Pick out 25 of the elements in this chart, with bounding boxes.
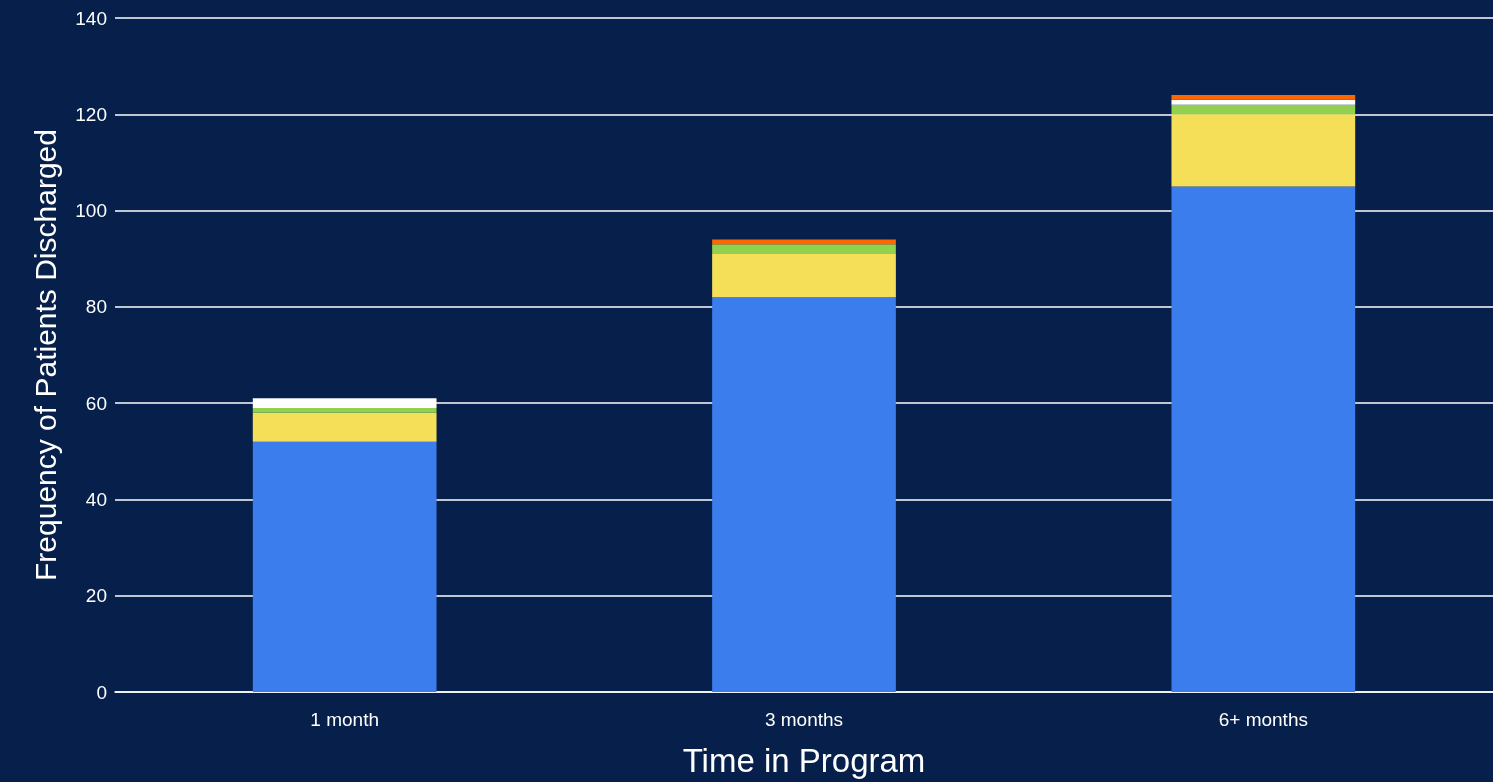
x-tick-label: 6+ months — [1218, 709, 1308, 730]
bar — [252, 407, 437, 413]
y-tick-label: 0 — [96, 681, 107, 703]
y-axis-title: Frequency of Patients Discharged — [28, 129, 62, 581]
y-tick-label: 60 — [85, 392, 107, 414]
x-tick-label: 1 month — [310, 709, 379, 730]
bar — [712, 239, 896, 245]
bar — [1171, 186, 1356, 692]
x-axis-title: Time in Program — [682, 742, 926, 779]
bar — [1171, 114, 1356, 187]
y-tick-label: 100 — [75, 200, 107, 222]
x-tick-label: 3 months — [764, 709, 844, 730]
bar — [252, 412, 437, 442]
bar — [252, 441, 437, 692]
bar — [712, 244, 896, 254]
y-tick-label: 120 — [75, 103, 107, 125]
y-tick-label: 140 — [75, 7, 107, 29]
y-tick-label: 40 — [85, 488, 107, 510]
bar — [1171, 104, 1356, 115]
bar — [712, 253, 896, 298]
bar — [1171, 95, 1356, 100]
y-tick-label: 20 — [85, 585, 107, 607]
bar — [1171, 99, 1356, 105]
bar — [712, 297, 896, 692]
y-tick-label: 80 — [85, 296, 107, 318]
